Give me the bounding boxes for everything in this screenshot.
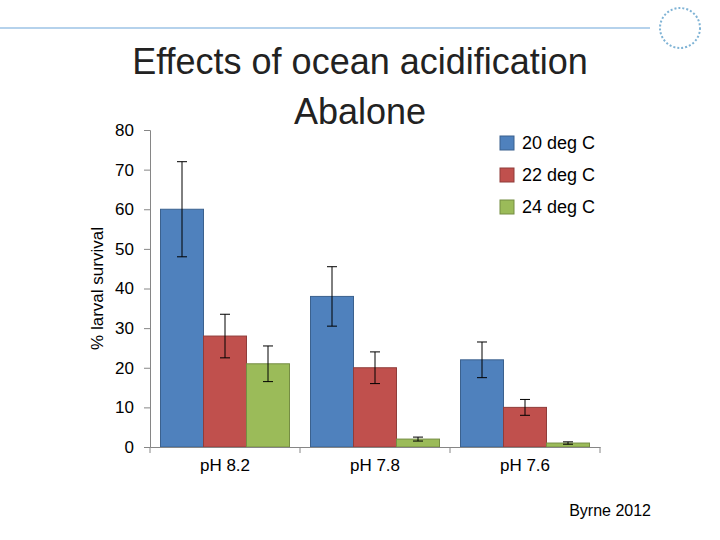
- x-axis: pH 8.2 pH 7.8 pH 7.6: [150, 447, 601, 475]
- legend-item: 24 deg C: [500, 197, 595, 217]
- y-tick-label: 30: [115, 319, 134, 338]
- y-tick-label: 50: [115, 240, 134, 259]
- error-stem: [225, 314, 226, 358]
- y-tick-mark: [144, 130, 150, 131]
- y-tick: 10: [115, 398, 150, 417]
- error-cap: [220, 314, 230, 315]
- x-tick: pH 8.2: [200, 447, 250, 475]
- error-bar: [520, 399, 530, 415]
- x-tick-label: pH 8.2: [200, 456, 250, 475]
- x-boundary-tick: [300, 447, 301, 453]
- error-cap: [413, 441, 423, 442]
- y-tick-mark: [144, 289, 150, 290]
- series: [204, 314, 547, 447]
- error-cap: [413, 437, 423, 438]
- x-axis-line: [151, 447, 601, 448]
- error-cap: [520, 415, 530, 416]
- y-tick: 50: [115, 240, 150, 259]
- error-stem: [482, 342, 483, 378]
- y-tick: 80: [115, 121, 150, 140]
- legend-item: 20 deg C: [500, 133, 595, 153]
- y-tick: 30: [115, 319, 150, 338]
- error-stem: [332, 267, 333, 326]
- y-tick-label: 70: [115, 161, 134, 180]
- legend-item: 22 deg C: [500, 165, 595, 185]
- chart: Effects of ocean acidification Abalone 0 10…: [0, 0, 720, 540]
- error-cap: [263, 345, 273, 346]
- error-bar: [370, 352, 380, 384]
- y-tick-label: 40: [115, 279, 134, 298]
- legend-label: 24 deg C: [522, 197, 595, 217]
- title-line: Abalone: [294, 91, 426, 132]
- error-cap: [370, 351, 380, 352]
- title: Effects of ocean acidification Abalone: [132, 41, 588, 132]
- x-boundary-tick: [150, 447, 151, 453]
- error-bar: [477, 342, 487, 378]
- error-bar: [413, 437, 423, 441]
- error-cap: [563, 441, 573, 442]
- error-bar: [177, 162, 187, 257]
- series: [247, 346, 590, 447]
- x-tick-label: pH 7.8: [350, 456, 400, 475]
- y-tick: 60: [115, 200, 150, 219]
- error-bar: [327, 267, 337, 326]
- legend-label: 20 deg C: [522, 133, 595, 153]
- y-tick-label: 20: [115, 359, 134, 378]
- legend-swatch: [500, 200, 514, 214]
- y-tick-label: 10: [115, 398, 134, 417]
- error-cap: [563, 444, 573, 445]
- y-tick-mark: [144, 170, 150, 171]
- error-stem: [268, 346, 269, 382]
- y-tick-mark: [144, 249, 150, 250]
- y-tick-label: 80: [115, 121, 134, 140]
- header-rule: [0, 27, 650, 29]
- legend: 20 deg C 22 deg C 24 deg C: [500, 133, 595, 217]
- legend-label: 22 deg C: [522, 165, 595, 185]
- y-axis-title: % larval survival: [88, 227, 107, 350]
- error-stem: [182, 162, 183, 257]
- error-cap: [327, 266, 337, 267]
- y-tick-mark: [144, 368, 150, 369]
- error-cap: [477, 341, 487, 342]
- error-stem: [418, 437, 419, 441]
- error-stem: [525, 399, 526, 415]
- x-tick-label: pH 7.6: [500, 456, 550, 475]
- error-cap: [177, 161, 187, 162]
- y-tick: 0: [125, 438, 150, 457]
- error-cap: [220, 357, 230, 358]
- y-tick-mark: [144, 407, 150, 408]
- x-boundary-tick: [600, 447, 601, 453]
- y-tick-label: 0: [125, 438, 134, 457]
- error-cap: [327, 326, 337, 327]
- legend-swatch: [500, 168, 514, 182]
- x-tick: pH 7.8: [350, 447, 400, 475]
- y-tick-mark: [144, 328, 150, 329]
- error-cap: [477, 377, 487, 378]
- error-cap: [263, 381, 273, 382]
- x-tick: pH 7.6: [500, 447, 550, 475]
- y-tick-mark: [144, 209, 150, 210]
- error-bar: [220, 314, 230, 358]
- logo: [660, 8, 700, 48]
- legend-swatch: [500, 136, 514, 150]
- series: [161, 162, 504, 447]
- y-tick: 40: [115, 279, 150, 298]
- y-tick-label: 60: [115, 200, 134, 219]
- title-line: Effects of ocean acidification: [132, 41, 588, 82]
- error-cap: [177, 256, 187, 257]
- y-tick: 70: [115, 161, 150, 180]
- error-cap: [520, 399, 530, 400]
- error-cap: [370, 383, 380, 384]
- x-boundary-tick: [450, 447, 451, 453]
- y-tick-mark: [144, 447, 150, 448]
- error-bar: [263, 346, 273, 382]
- y-axis: 0 10 20 30 40 50 60 70 80: [115, 121, 150, 457]
- error-stem: [375, 352, 376, 384]
- error-bar: [563, 442, 573, 444]
- y-axis-line: [144, 131, 151, 448]
- y-tick: 20: [115, 359, 150, 378]
- source-note: Byrne 2012: [569, 502, 651, 519]
